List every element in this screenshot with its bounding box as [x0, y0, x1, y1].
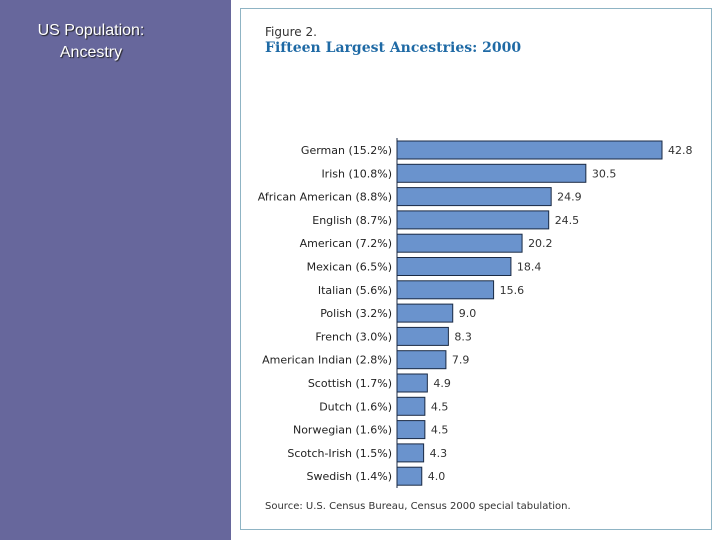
source-note: Source: U.S. Census Bureau, Census 2000 … [265, 501, 571, 512]
category-label: Swedish (1.4%) [306, 470, 392, 483]
category-label: Mexican (6.5%) [307, 261, 392, 274]
bar [396, 326, 449, 346]
bar [396, 303, 454, 323]
category-label: Irish (10.8%) [321, 167, 392, 180]
data-label: 7.9 [452, 354, 470, 367]
data-label: 15.6 [500, 284, 524, 297]
data-label: 9.0 [459, 307, 477, 320]
bar [396, 257, 512, 276]
data-label: 4.5 [431, 400, 449, 413]
category-label: Scottish (1.7%) [308, 377, 392, 390]
category-label: Italian (5.6%) [318, 284, 392, 297]
bar [396, 280, 495, 300]
category-label: French (3.0%) [315, 330, 392, 343]
bar [396, 187, 552, 207]
slide-title: US Population: Ancestry [0, 20, 182, 64]
category-label: American (7.2%) [300, 237, 392, 250]
category-label: Dutch (1.6%) [319, 400, 392, 413]
bar [396, 350, 447, 370]
category-label: Scotch-Irish (1.5%) [287, 447, 392, 460]
category-label: Polish (3.2%) [320, 307, 392, 320]
slide-title-line2: Ancestry [59, 44, 123, 61]
bar [396, 396, 426, 416]
data-label: 4.3 [430, 447, 448, 460]
bar [396, 210, 550, 230]
chart-title: Fifteen Largest Ancestries: 2000 [265, 40, 522, 56]
data-label: 30.5 [592, 167, 617, 180]
category-label: Norwegian (1.6%) [293, 424, 392, 437]
data-label: 42.8 [668, 144, 693, 157]
category-label: English (8.7%) [312, 214, 392, 227]
sidebar [0, 0, 231, 540]
figure-label: Figure 2. [265, 25, 317, 39]
bar [396, 466, 423, 486]
category-label: American Indian (2.8%) [262, 354, 392, 367]
data-label: 24.5 [555, 214, 580, 227]
data-label: 24.9 [557, 191, 582, 204]
category-label: German (15.2%) [301, 144, 392, 157]
bar [396, 443, 425, 463]
data-label: 4.5 [431, 424, 449, 437]
bar [396, 140, 663, 160]
bar [396, 163, 587, 183]
data-label: 18.4 [517, 261, 542, 274]
bar [396, 420, 426, 440]
data-label: 20.2 [528, 237, 553, 250]
data-label: 8.3 [454, 330, 472, 343]
data-label: 4.0 [428, 470, 446, 483]
bar [396, 373, 428, 393]
data-label: 4.9 [433, 377, 451, 390]
bar [396, 233, 523, 253]
category-label: African American (8.8%) [258, 191, 392, 204]
slide-title-line1: US Population: [37, 22, 145, 39]
